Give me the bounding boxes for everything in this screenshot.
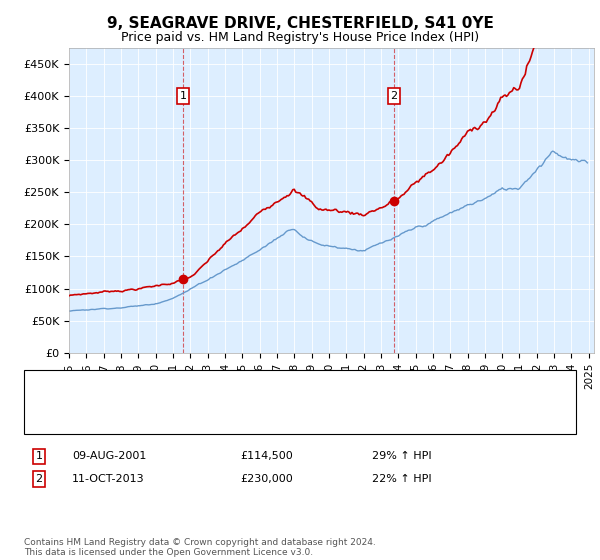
Text: ——: —— [42,380,75,398]
Text: 2: 2 [391,91,397,101]
Text: 22% ↑ HPI: 22% ↑ HPI [372,474,431,484]
Text: ——: —— [42,404,75,422]
Text: £230,000: £230,000 [240,474,293,484]
Text: 1: 1 [179,91,187,101]
Text: Contains HM Land Registry data © Crown copyright and database right 2024.
This d: Contains HM Land Registry data © Crown c… [24,538,376,557]
Text: 9, SEAGRAVE DRIVE, CHESTERFIELD, S41 0YE: 9, SEAGRAVE DRIVE, CHESTERFIELD, S41 0YE [107,16,493,31]
Text: 29% ↑ HPI: 29% ↑ HPI [372,451,431,461]
Text: 9, SEAGRAVE DRIVE, CHESTERFIELD, S41 0YE (detached house): 9, SEAGRAVE DRIVE, CHESTERFIELD, S41 0YE… [72,384,427,394]
Text: 09-AUG-2001: 09-AUG-2001 [72,451,146,461]
Text: 2: 2 [35,474,43,484]
Text: Price paid vs. HM Land Registry's House Price Index (HPI): Price paid vs. HM Land Registry's House … [121,31,479,44]
Text: £114,500: £114,500 [240,451,293,461]
Text: 11-OCT-2013: 11-OCT-2013 [72,474,145,484]
Text: 1: 1 [35,451,43,461]
Text: HPI: Average price, detached house, Chesterfield: HPI: Average price, detached house, Ches… [72,408,346,418]
